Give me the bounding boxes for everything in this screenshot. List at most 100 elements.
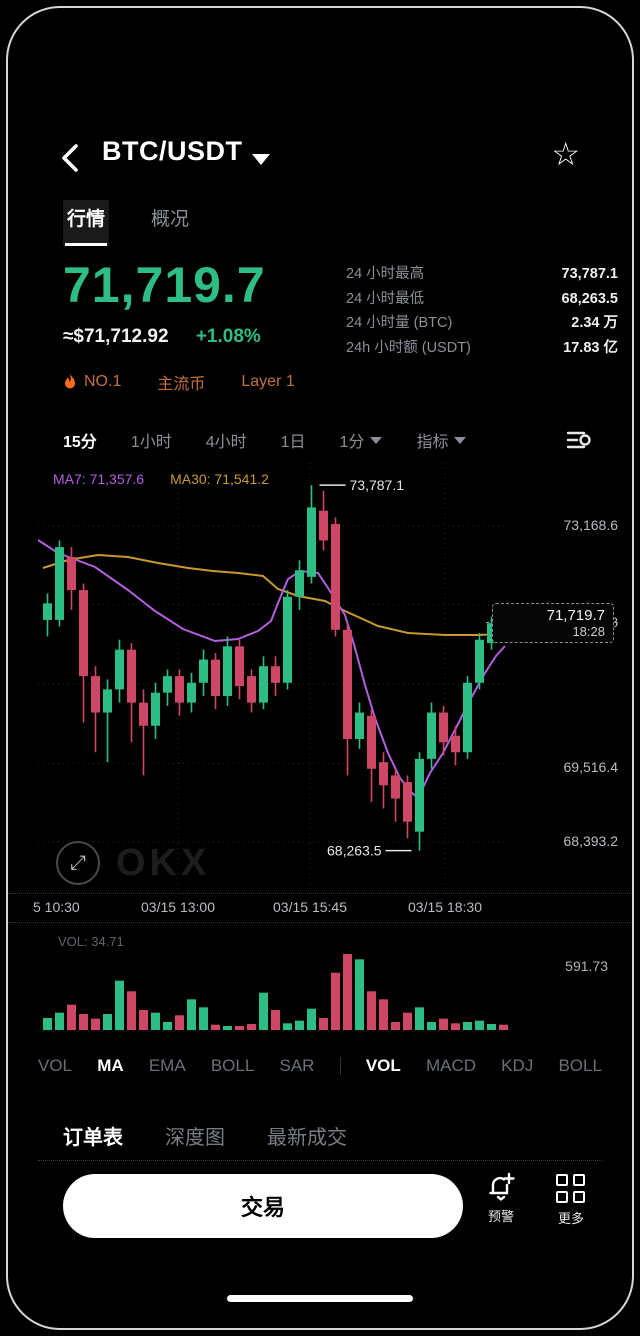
price-axis: 73,168.671,702.869,516.468,393.2: [508, 463, 619, 893]
timeframe-15分[interactable]: 15分: [63, 428, 97, 452]
timeframe-label: 15分: [63, 434, 97, 451]
stat-value: 17.83 亿: [563, 339, 618, 356]
favorite-star-icon[interactable]: ☆: [551, 136, 580, 172]
stat-row: 24 小时量 (BTC) 2.34 万: [346, 311, 618, 336]
divider: [339, 1057, 341, 1075]
tag-NO.1[interactable]: NO.1: [63, 373, 121, 391]
okx-logo: OKX: [116, 841, 211, 884]
home-indicator[interactable]: [227, 1295, 413, 1302]
stat-row: 24 小时最低 68,263.5: [346, 287, 618, 312]
grid-icon: [556, 1172, 586, 1204]
stat-label: 24 小时量 (BTC): [346, 315, 453, 331]
price-axis-label: 73,168.6: [563, 517, 619, 533]
tab-概况[interactable]: 概况: [151, 209, 190, 230]
more-label: 更多: [557, 1211, 584, 1226]
stat-row: 24h 小时额 (USDT) 17.83 亿: [346, 336, 618, 361]
candlestick-chart[interactable]: 73,787.1 68,263.5 MA7: 71,357.6 MA30: 71,5…: [8, 463, 632, 893]
alert-label: 预警: [487, 1209, 514, 1224]
bottom-tab-深度图[interactable]: 深度图: [165, 1126, 225, 1149]
tab-行情[interactable]: 行情: [63, 200, 110, 246]
bottom-tab-最新成交[interactable]: 最新成交: [267, 1126, 347, 1149]
timeframe-1小时[interactable]: 1小时: [131, 428, 172, 452]
separator: [38, 1160, 602, 1161]
expand-icon[interactable]: ⤢: [56, 841, 100, 885]
price-subrow: ≈$71,712.92 +1.08%: [63, 326, 261, 348]
timeframe-4小时[interactable]: 4小时: [206, 428, 247, 452]
indicator-vol-0[interactable]: VOL: [38, 1056, 73, 1075]
stat-value: 2.34 万: [571, 315, 618, 331]
tag-label: 主流币: [157, 376, 206, 393]
timeframe-row: 15分 1小时 4小时 1日 1分 指标: [63, 420, 592, 460]
fiat-price: ≈$71,712.92: [63, 326, 169, 347]
indicator-macd-6[interactable]: MACD: [425, 1056, 476, 1075]
timeframe-1分[interactable]: 1分: [340, 428, 383, 452]
chart-settings-icon[interactable]: [566, 429, 592, 451]
last-price: 71,719.7: [63, 257, 266, 313]
back-button[interactable]: [56, 140, 86, 176]
stat-row: 24 小时最高 73,787.1: [346, 262, 618, 287]
timeframe-label: 1小时: [130, 434, 172, 451]
indicator-kdj-7[interactable]: KDJ: [501, 1056, 534, 1075]
phone-frame: BTC/USDT ☆ 行情 概况 71,719.7 ≈$71,712.92 +1.…: [6, 6, 634, 1330]
ma-label: MA7: 71,357.6: [53, 471, 145, 487]
alert-button[interactable]: 预警: [466, 1172, 536, 1225]
indicator-ma-1[interactable]: MA: [97, 1056, 124, 1075]
low-annotation: 68,263.5: [327, 843, 382, 859]
bell-plus-icon: [489, 1172, 515, 1201]
more-button[interactable]: 更多: [536, 1172, 606, 1227]
price-axis-label: 68,393.2: [563, 833, 619, 850]
indicator-sar-4[interactable]: SAR: [279, 1056, 315, 1075]
indicator-ema-2[interactable]: EMA: [148, 1056, 186, 1075]
action-bar: 交易 预警 更多: [8, 1172, 632, 1252]
tag-price: 71,719.7: [546, 606, 605, 624]
stats-panel: 24 小时最高 73,787.1 24 小时最低 68,263.5 24 小时量 (BT…: [346, 262, 618, 360]
ma-labels: MA7: 71,357.6 MA30: 71,541.2: [53, 471, 269, 487]
volume-pane: VOL: 34.71 591.73: [8, 924, 632, 1040]
time-axis-label: 03/15 15:45: [273, 899, 347, 915]
time-axis: 5 10:30 03/15 13:00 03/15 15:45 03/15 18:30: [8, 893, 632, 923]
timeframe-label: 1日: [280, 434, 306, 451]
stat-label: 24h 小时额 (USDT): [346, 339, 471, 356]
pair-title[interactable]: BTC/USDT: [102, 136, 243, 166]
tag-Layer 1[interactable]: Layer 1: [241, 373, 294, 391]
caret-down-icon: [454, 436, 467, 444]
timeframe-指标[interactable]: 指标: [416, 428, 467, 452]
volume-axis-label: 591.73: [565, 958, 608, 974]
tag-time: 18:28: [572, 623, 605, 639]
stat-value: 68,263.5: [561, 290, 618, 307]
tag-row: NO.1 主流币 Layer 1: [63, 370, 295, 394]
timeframe-1日[interactable]: 1日: [281, 428, 306, 452]
time-axis-label: 5 10:30: [33, 899, 80, 915]
stat-label: 24 小时最低: [346, 290, 425, 307]
pair-dropdown-icon[interactable]: [252, 154, 270, 165]
price-change: +1.08%: [195, 326, 261, 347]
timeframe-label: 1分: [339, 434, 365, 451]
indicator-vol-5[interactable]: VOL: [365, 1056, 401, 1075]
stat-label: 24 小时最高: [346, 266, 425, 282]
indicator-boll-8[interactable]: BOLL: [558, 1056, 602, 1075]
high-annotation: 73,787.1: [350, 477, 405, 493]
tag-label: Layer 1: [241, 373, 295, 390]
time-axis-label: 03/15 18:30: [408, 899, 482, 915]
indicator-row: VOL MA EMA BOLL SAR VOL MACD KDJ BOLL: [38, 1046, 602, 1086]
flame-icon: [65, 373, 75, 389]
indicator-boll-3[interactable]: BOLL: [210, 1056, 255, 1075]
last-price-tag: 71,719.7 18:28: [492, 602, 614, 643]
timeframe-label: 4小时: [205, 434, 247, 451]
tag-主流币[interactable]: 主流币: [157, 370, 205, 394]
time-axis-label: 03/15 13:00: [141, 899, 215, 915]
bottom-tab-订单表[interactable]: 订单表: [63, 1126, 123, 1149]
app-screen: BTC/USDT ☆ 行情 概况 71,719.7 ≈$71,712.92 +1.…: [8, 8, 632, 1328]
ma-label: MA30: 71,541.2: [170, 471, 269, 487]
header: BTC/USDT ☆: [8, 134, 632, 186]
trade-button[interactable]: 交易: [63, 1174, 463, 1238]
price-axis-label: 69,516.4: [563, 758, 619, 775]
top-tabs: 行情 概况: [63, 200, 193, 246]
volume-current: VOL: 34.71: [58, 934, 124, 949]
timeframe-label: 指标: [416, 434, 449, 451]
bottom-tabs: 订单表 深度图 最新成交: [63, 1110, 602, 1160]
watermark: ⤢ OKX: [56, 841, 210, 885]
tag-label: NO.1: [84, 373, 122, 390]
caret-down-icon: [370, 436, 383, 444]
stat-value: 73,787.1: [561, 266, 618, 282]
